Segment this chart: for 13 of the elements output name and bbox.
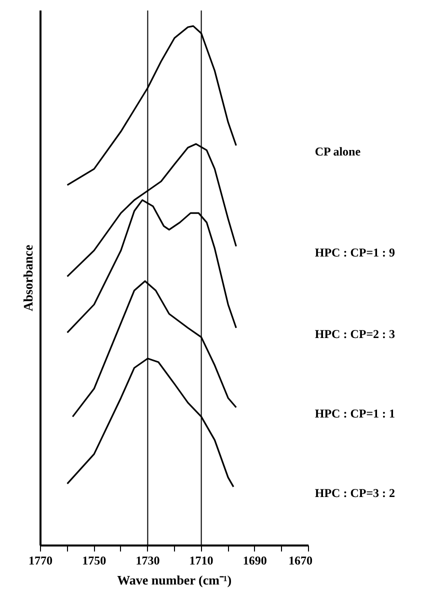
y-axis-title: Absorbance bbox=[20, 244, 36, 312]
x-tick-label: 1770 bbox=[28, 554, 52, 568]
text: HPC : CP=3 : 2 bbox=[314, 486, 396, 500]
text: HPC : CP=1 : 1 bbox=[314, 406, 396, 420]
text: HPC : CP=2 : 3 bbox=[314, 326, 396, 341]
x-tick-label: 1750 bbox=[82, 554, 106, 568]
x-axis-title: Wave number (cm⁻¹) bbox=[117, 572, 232, 588]
x-tick-label: 1690 bbox=[242, 554, 267, 568]
text: HPC : CP=1 : 9 bbox=[314, 245, 396, 260]
text: CP alone bbox=[314, 144, 362, 159]
x-tick-label: 1710 bbox=[189, 554, 214, 568]
x-tick-label: 1730 bbox=[136, 554, 160, 568]
x-tick-label: 1670 bbox=[288, 554, 312, 568]
